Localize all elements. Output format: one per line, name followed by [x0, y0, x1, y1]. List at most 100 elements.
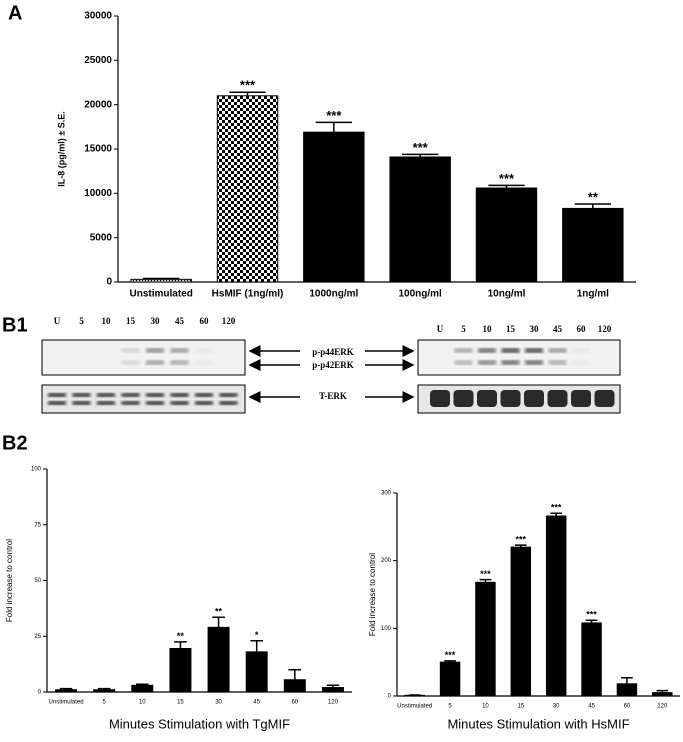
- lane-label: U: [54, 316, 61, 326]
- y-axis-label: IL-8 (pg/ml) ± S.E.: [56, 111, 66, 186]
- x-tick-label: 15: [517, 704, 524, 710]
- lane-label: 30: [530, 324, 540, 334]
- error-bar: [514, 544, 527, 548]
- y-tick-label: 15000: [84, 144, 112, 155]
- blot-band: [572, 348, 590, 353]
- annotation: ***: [480, 569, 491, 579]
- blot-band: [572, 360, 590, 365]
- x-tick-label: 45: [253, 700, 260, 706]
- x-tick-label: 5: [103, 700, 107, 706]
- blot-band: [97, 393, 115, 397]
- bar: [652, 692, 673, 697]
- lane-label: 60: [200, 316, 210, 326]
- annotation: **: [215, 607, 223, 617]
- blot-band: [195, 348, 213, 353]
- lane-label: U: [437, 324, 444, 334]
- lane-label: 5: [461, 324, 466, 334]
- blot-band: [121, 393, 140, 397]
- blot-band: [547, 390, 568, 407]
- error-bar: [550, 512, 563, 517]
- lane-label: 10: [102, 316, 112, 326]
- lane-label: 120: [222, 316, 236, 326]
- error-bar: [212, 616, 225, 628]
- y-tick-label: 75: [34, 522, 41, 528]
- blot-band: [195, 401, 213, 405]
- panel-label: B2: [2, 432, 28, 454]
- y-tick-label: 10000: [84, 188, 112, 199]
- x-tick-label: 30: [215, 700, 222, 706]
- bar: [475, 187, 538, 283]
- y-tick-label: 0: [388, 694, 392, 700]
- annotation: ***: [413, 140, 429, 155]
- blot-band: [571, 390, 591, 407]
- blot-label: p-p42ERK: [312, 360, 354, 370]
- y-axis-label: Fold increase to control: [5, 539, 14, 622]
- blot-band: [548, 360, 567, 365]
- blot-band: [146, 393, 164, 397]
- lane-label: 120: [598, 324, 612, 334]
- blot-band: [146, 401, 164, 405]
- blot-band: [478, 360, 496, 365]
- y-tick-label: 200: [381, 558, 392, 564]
- y-tick-label: 100: [31, 467, 42, 473]
- annotation: ***: [326, 108, 342, 123]
- bar: [207, 626, 230, 693]
- lane-label: 15: [126, 316, 136, 326]
- x-tick-label: Unstimulated: [49, 700, 84, 706]
- blot-band: [72, 401, 91, 405]
- error-bar: [174, 641, 187, 649]
- y-axis-label: Fold increase to control: [368, 553, 377, 636]
- bar: [216, 95, 279, 283]
- bar: [169, 648, 192, 693]
- blot-band: [548, 348, 567, 353]
- error-bar: [97, 687, 111, 690]
- annotation: ***: [445, 650, 456, 660]
- error-bar: [315, 121, 352, 133]
- blot-band: [525, 348, 543, 353]
- annotation: ***: [499, 171, 515, 186]
- annotation: ***: [551, 503, 562, 513]
- x-tick-label: 1ng/ml: [577, 289, 609, 300]
- error-bar: [143, 277, 180, 280]
- blot-band: [170, 348, 189, 353]
- bar: [439, 661, 461, 697]
- bar: [616, 683, 638, 697]
- annotation: *: [255, 630, 259, 640]
- blot-label: T-ERK: [319, 391, 347, 401]
- blot-label: p-p44ERK: [312, 347, 354, 357]
- bar: [283, 679, 306, 693]
- x-tick-label: 30: [553, 704, 560, 710]
- x-tick-label: HsMIF (1ng/ml): [212, 289, 284, 300]
- blot-band: [430, 390, 450, 407]
- blot-band: [146, 348, 164, 353]
- error-bar: [250, 639, 263, 652]
- x-tick-label: Unstimulated: [397, 704, 432, 710]
- bar: [93, 689, 116, 693]
- x-tick-label: 60: [624, 704, 631, 710]
- bar: [130, 278, 192, 283]
- annotation: **: [177, 631, 185, 641]
- error-bar: [288, 668, 302, 680]
- error-bar: [402, 153, 439, 157]
- x-tick-label: Unstimulated: [129, 289, 192, 300]
- blot-band: [501, 360, 520, 365]
- blot-band: [453, 390, 474, 407]
- bar: [475, 581, 496, 697]
- blot-band: [478, 348, 496, 353]
- x-tick-label: 15: [177, 700, 184, 706]
- lane-label: 5: [79, 316, 84, 326]
- error-bar: [621, 676, 633, 684]
- panel-label: B1: [2, 314, 28, 336]
- lane-label: 60: [577, 324, 587, 334]
- y-tick-label: 300: [381, 491, 392, 497]
- blot-band: [454, 360, 473, 365]
- x-tick-label: 100ng/ml: [398, 289, 442, 300]
- blot-band: [170, 393, 189, 397]
- bar: [581, 622, 602, 697]
- x-tick-label: 5: [448, 704, 452, 710]
- x-tick-label: 10: [139, 700, 146, 706]
- error-bar: [326, 684, 340, 688]
- blot-band: [454, 348, 473, 353]
- blot-band: [146, 360, 164, 365]
